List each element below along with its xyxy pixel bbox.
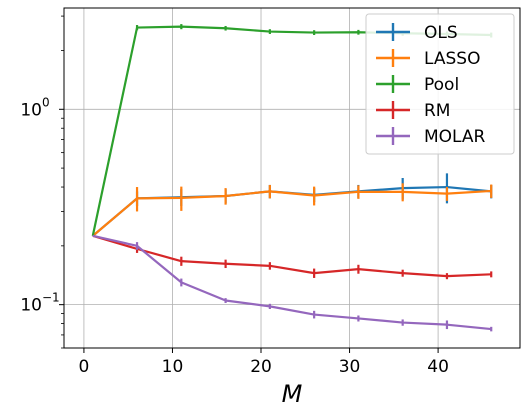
plot-frame — [63, 7, 521, 349]
y-tick-exponent: 0 — [42, 95, 50, 109]
y-tick-label: 10 — [20, 296, 42, 316]
series-line-rm — [92, 234, 492, 278]
legend-label-pool: Pool — [424, 75, 459, 95]
series-layer — [91, 24, 493, 332]
legend-label-ols: OLS — [424, 23, 458, 43]
x-tick-label: 30 — [339, 357, 361, 377]
legend-box — [365, 13, 515, 155]
legend-label-lasso: LASSO — [424, 49, 480, 69]
x-tick-label: 0 — [79, 357, 90, 377]
legend: OLS LASSO Pool RM MOLAR — [365, 13, 515, 155]
legend-label-rm: RM — [424, 101, 450, 121]
series-line-molar — [92, 234, 492, 331]
x-tick-label: 20 — [250, 357, 272, 377]
series-line-lasso — [92, 189, 492, 237]
x-axis-title: M — [282, 380, 303, 408]
y-tick-label: 10 — [20, 100, 42, 120]
y-tick-exponent: −1 — [42, 291, 60, 305]
legend-label-molar: MOLAR — [424, 127, 486, 147]
x-tick-label: 40 — [427, 357, 449, 377]
x-tick-label: 10 — [162, 357, 184, 377]
